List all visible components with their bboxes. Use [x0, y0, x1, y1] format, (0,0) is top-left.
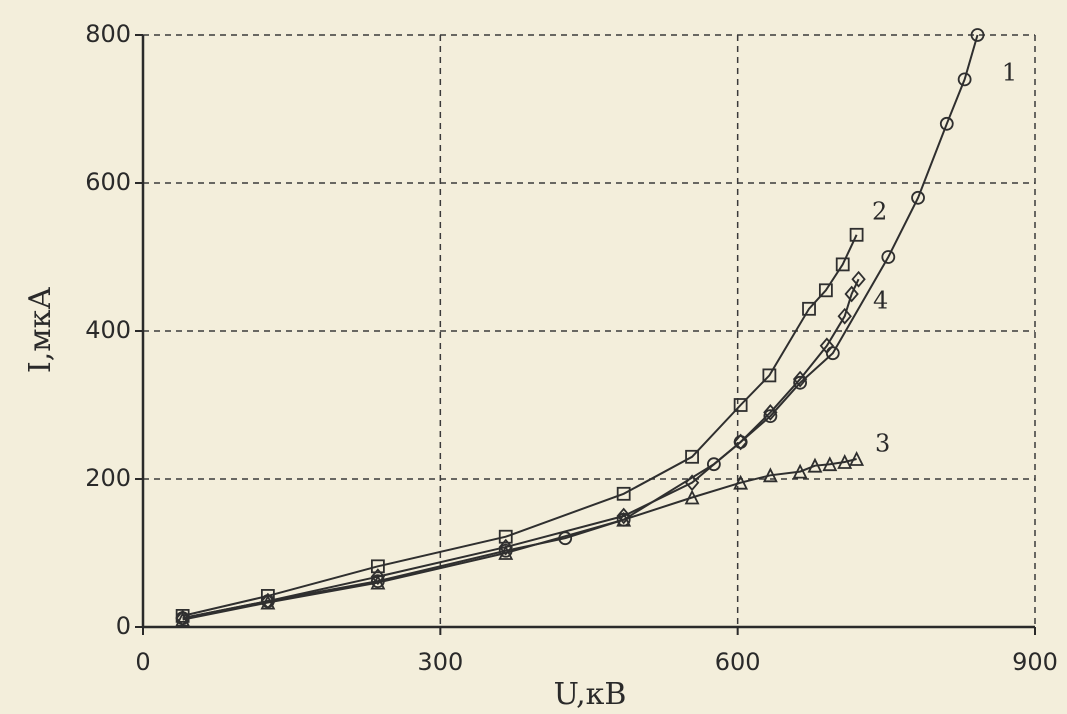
point — [685, 449, 699, 464]
series-line — [182, 458, 857, 621]
point — [849, 451, 865, 466]
point — [762, 467, 778, 483]
y-tick-label: 800 — [85, 20, 131, 48]
series-name: 4 — [873, 287, 888, 315]
series-line — [182, 278, 860, 620]
point — [881, 250, 896, 264]
point — [819, 337, 835, 355]
point — [763, 404, 778, 421]
point — [260, 592, 276, 610]
point — [851, 270, 866, 288]
point — [706, 457, 721, 472]
y-tick-label: 200 — [85, 464, 131, 492]
point — [616, 507, 631, 525]
point — [822, 456, 838, 472]
point — [616, 486, 631, 501]
x-tick-label: 600 — [715, 648, 761, 676]
point — [970, 28, 985, 42]
point — [762, 368, 777, 383]
point — [844, 285, 859, 303]
series-line — [182, 234, 858, 617]
series-name: 1 — [1002, 59, 1017, 87]
x-axis-title: U,кВ — [554, 677, 627, 712]
point — [818, 283, 833, 298]
point — [837, 307, 852, 325]
point — [911, 190, 925, 205]
point — [370, 559, 385, 574]
series-name: 3 — [875, 430, 890, 458]
point — [802, 301, 816, 316]
point — [793, 375, 808, 390]
point — [849, 227, 864, 242]
point — [835, 257, 850, 272]
y-tick-label: 400 — [85, 316, 131, 344]
y-tick-label: 600 — [85, 168, 131, 196]
x-tick-label: 900 — [1012, 648, 1058, 676]
point — [370, 574, 386, 590]
point — [837, 453, 853, 469]
x-tick-label: 300 — [417, 648, 463, 676]
point — [807, 457, 823, 473]
point — [498, 544, 514, 560]
point — [733, 433, 748, 451]
series-line — [182, 34, 979, 620]
series-name: 2 — [872, 197, 887, 225]
point — [792, 370, 808, 388]
point — [684, 474, 700, 492]
point — [957, 72, 972, 87]
point — [792, 463, 808, 479]
point — [498, 538, 513, 556]
point — [763, 409, 778, 424]
point — [733, 474, 749, 490]
point — [370, 568, 386, 586]
y-tick-label: 0 — [116, 612, 131, 640]
point — [684, 489, 700, 505]
point — [939, 116, 954, 131]
x-tick-label: 0 — [135, 648, 150, 676]
point — [175, 609, 190, 627]
y-axis-title: I,мкА — [23, 287, 58, 373]
point — [498, 529, 513, 544]
point — [733, 398, 748, 412]
